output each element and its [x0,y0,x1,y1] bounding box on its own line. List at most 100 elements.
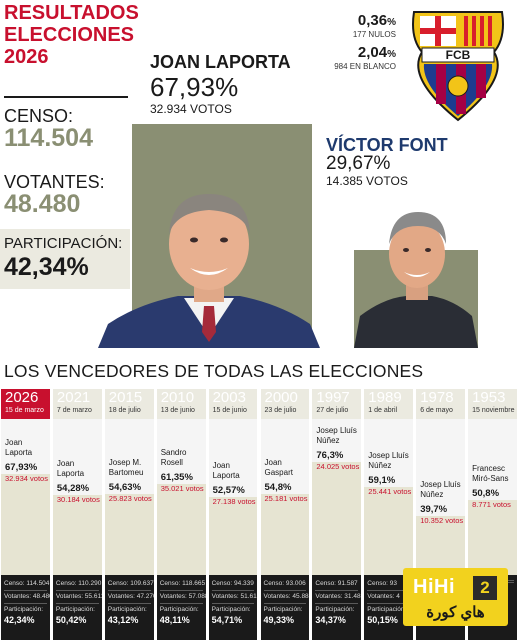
winner-votes: 25.823 votos [108,494,152,503]
winner-name-line-2: Laporta [56,469,85,478]
blank-pct: 2,04 [357,44,388,61]
winner-votes: 25.441 votos [368,487,412,496]
winner-name-line-1: Josep Lluís [316,426,357,435]
election-year: 2021 [56,389,91,406]
votantes-line: Votantes: 48.480 [4,593,50,600]
censo-line: Censo: 91.587 [315,580,358,587]
winner-info: Joan Laporta 67,93% 32.934 votos [5,438,48,483]
election-footer: Censo: 110.290 Votantes: 55.611 Participac… [52,575,102,640]
winner-info: Joan Laporta 54,28% 30.184 votos [57,459,100,504]
election-header: 2003 15 de junio [208,389,258,419]
election-date: 15 de junio [212,407,247,414]
winner-share-fill [364,487,414,575]
winner-name-line-1: Josep Lluís [420,480,461,489]
winner-info: Josep M. Bartomeu 54,63% 25.823 votos [109,458,152,503]
participation-line-value: 50,15% [367,615,398,625]
winner-share-fill [260,494,310,575]
winner-name-line-1: Francesc [472,464,505,473]
font-photo [354,212,478,348]
title-line-3: 2026 [4,46,49,68]
null-label: 177 NULOS [352,30,396,39]
censo-line: Censo: 110.290 [55,580,102,587]
winner-name-line-2: Gaspart [264,468,293,477]
votantes-line: Votantes: 45.888 [263,593,310,600]
winner-info: Joan Laporta 52,57% 27.138 votos [213,461,256,506]
censo-line: Censo: 93.006 [263,580,306,587]
participation-line-value: 43,12% [107,615,139,625]
participation-line-label: Participación: [159,606,199,613]
election-footer: Censo: 91.587 Votantes: 31.485 Participaci… [312,575,362,640]
election-header: 2000 23 de julio [260,389,310,419]
election-body: Josep M. Bartomeu 54,63% 25.823 votos [104,419,154,575]
censo-line: Censo: 118.665 [159,580,206,587]
winner-share-fill [52,495,102,575]
winner-percentage: 54,8% [264,482,292,493]
election-year: 1978 [420,389,454,406]
election-date: 13 de junio [160,407,195,414]
election-header: 1978 6 de mayo [416,389,466,419]
participation-line-label: Participación: [263,606,303,613]
winner-share-fill [1,474,50,575]
votantes-line: Votantes: 57.088 [159,593,206,600]
winner-percentage: 52,57% [212,485,245,496]
winner-percentage: 54,28% [56,483,90,494]
winner-name-line-2: Miró-Sans [472,474,509,483]
election-column: 1989 1 de abril Josep Lluís Núñez 59,1% 25.44… [364,389,414,640]
winner-votes: 10.352 votos [420,516,464,525]
election-column: 2003 15 de junio Joan Laporta 52,57% 27.138 v… [208,389,258,640]
participation-panel [0,229,130,289]
winner-name-line-1: Josep Lluís [368,451,409,460]
winner-name-line-1: Joan [56,459,75,468]
election-date: 15 de marzo [5,407,44,414]
laporta-name: JOAN LAPORTA [150,52,291,72]
null-pct: 0,36 [357,12,388,29]
election-header: 1953 15 noviembre [468,389,517,419]
votantes-line: Votantes: 51.618 [211,593,258,600]
font-votes: 14.385 VOTOS [326,174,408,188]
laporta-votes: 32.934 VOTOS [150,102,232,116]
censo-line: Censo: 114.504 [4,580,50,587]
election-body: Joan Laporta 67,93% 32.934 votos [1,419,50,575]
winner-name-line-1: Joan [264,458,282,467]
winner-name-line-2: Laporta [5,448,33,457]
laporta-photo [98,194,320,348]
winner-percentage: 61,35% [160,472,193,483]
winner-share-fill [104,494,154,575]
election-header: 2026 15 de marzo [1,389,50,419]
winner-name-line-1: Sandro [160,448,187,457]
votantes-value: 48.480 [4,190,81,218]
winner-info: Josep Lluís Núñez 59,1% 25.441 votos [368,451,411,496]
censo-line: Censo: 93 [367,580,397,587]
participation-value: 42,34% [4,253,89,281]
winner-name-line-2: Núñez [420,490,444,499]
winner-name-line-1: Joan [212,461,230,470]
election-header: 2015 18 de julio [104,389,154,419]
election-column: 2015 18 de julio Josep M. Bartomeu 54,63% 25.… [104,389,154,640]
winner-share-fill [468,500,517,575]
winner-share-fill [208,497,258,575]
votantes-line: Votantes: 47.270 [107,593,154,600]
participation-line-label: Participación: [315,606,355,613]
election-header: 2021 7 de marzo [52,389,102,419]
participation-line-label: Participación: [367,606,407,613]
election-column: 2026 15 de marzo Joan Laporta 67,93% 32.934 v… [1,389,50,640]
participation-label: PARTICIPACIÓN: [4,235,123,252]
page-title: RESULTADOS ELECCIONES 2026 [4,2,139,68]
election-column: 2000 23 de julio Joan Gaspart 54,8% 25.181 vo… [260,389,310,640]
winner-votes: 35.021 votos [160,484,204,493]
election-footer: Censo: 93.006 Votantes: 45.888 Participaci… [260,575,310,640]
election-date: 23 de julio [264,407,297,414]
participation-line-label: Participación: [107,606,147,613]
participation-line-label: Participación: [55,606,95,613]
winners-title: LOS VENCEDORES DE TODAS LAS ELECCIONES [4,361,424,381]
winner-info: Francesc Miró-Sans 50,8% 8.771 votos [472,464,515,509]
winner-percentage: 39,7% [420,504,448,515]
election-date: 18 de julio [108,407,141,414]
winner-percentage: 67,93% [5,462,38,473]
election-header: 1997 27 de julio [312,389,362,419]
election-year: 2003 [212,389,246,406]
winner-votes: 30.184 votos [56,495,100,504]
logo-text: HiHi [413,576,455,598]
winner-votes: 25.181 votos [264,494,308,503]
election-footer: Censo: 94.339 Votantes: 51.618 Participaci… [208,575,258,640]
